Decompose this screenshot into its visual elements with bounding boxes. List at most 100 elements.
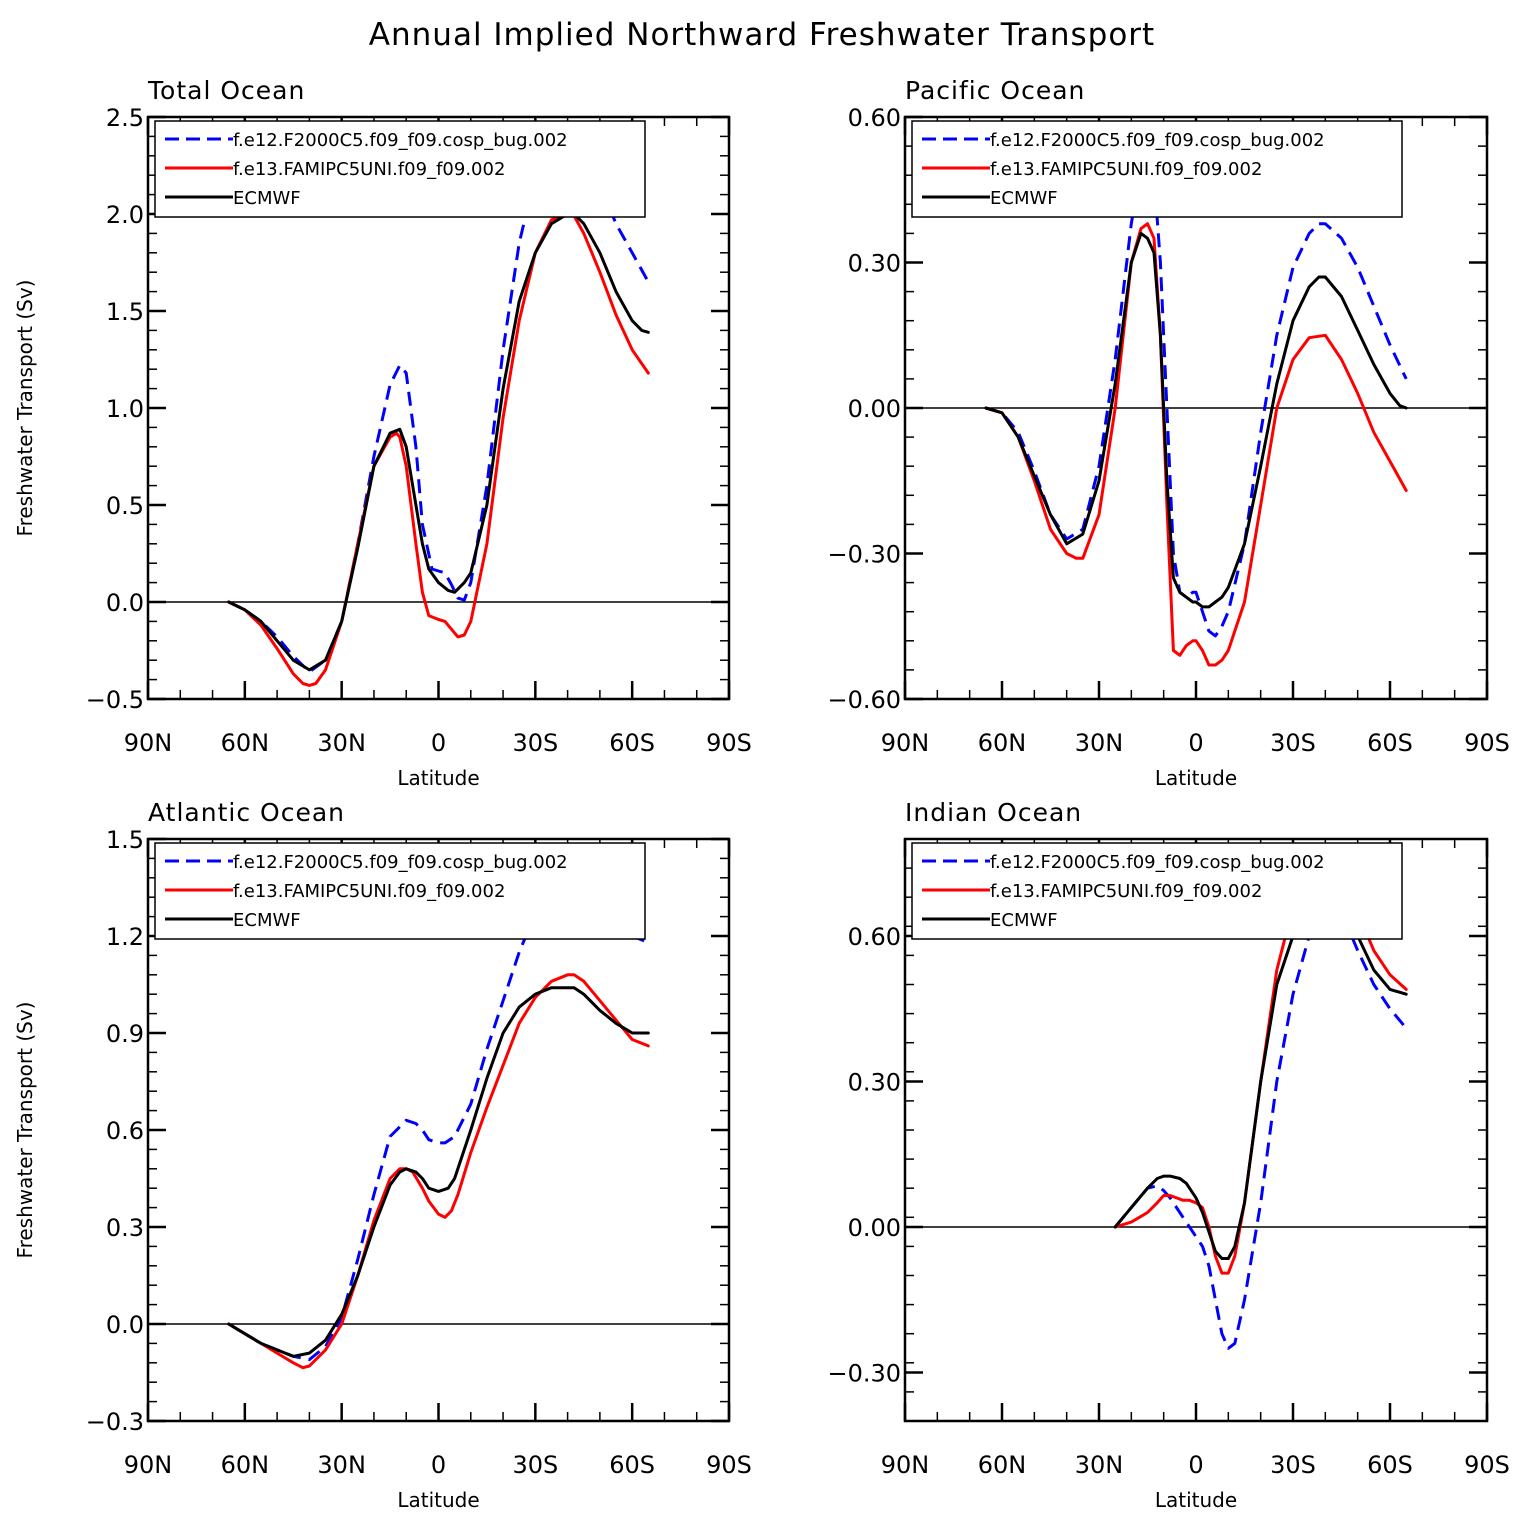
- x-tick-label: 30S: [512, 729, 558, 757]
- y-tick-label: 0.60: [848, 923, 901, 951]
- y-tick-label: 0.60: [848, 104, 901, 132]
- legend-label: ECMWF: [990, 188, 1058, 209]
- y-tick-label: −0.3: [86, 1408, 144, 1436]
- x-axis-label: Latitude: [397, 766, 479, 790]
- series-line-f-e13-famipc5uni-f09-f09-002: [984, 222, 1408, 667]
- figure-title: Annual Implied Northward Freshwater Tran…: [369, 17, 1155, 53]
- y-tick-label: −0.5: [86, 686, 144, 714]
- y-tick-label: 0.9: [106, 1020, 144, 1048]
- y-tick-label: 0.5: [106, 492, 144, 520]
- y-tick-label: −0.60: [827, 686, 901, 714]
- panel-total-ocean: Total Ocean 90N 60N 30N 0 30S 60S 90S −0.5 0.0 0.5…: [13, 76, 752, 790]
- y-tick-label: 0.0: [106, 1311, 144, 1339]
- legend: f.e12.F2000C5.f09_f09.cosp_bug.002 f.e13.…: [911, 120, 1403, 218]
- y-tick-label: 0.30: [848, 1069, 901, 1097]
- x-tick-label: 30N: [1075, 1451, 1124, 1479]
- x-tick-label: 0: [431, 729, 446, 757]
- y-axis-label: Freshwater Transport (Sv): [13, 280, 37, 537]
- series-line-f-e12-f2000c5-f09-f09-cosp-bug-002: [985, 154, 1408, 638]
- y-tick-label: 1.2: [106, 923, 144, 951]
- x-tick-label: 90N: [124, 1451, 173, 1479]
- y-tick-label: 1.5: [106, 298, 144, 326]
- series-line-f-e13-famipc5uni-f09-f09-002: [227, 212, 650, 687]
- x-tick-label: 90N: [124, 729, 173, 757]
- x-tick-label: 90N: [881, 729, 930, 757]
- x-axis-label: Latitude: [397, 1488, 479, 1512]
- y-tick-label: 0.00: [848, 1214, 901, 1242]
- x-tick-label: 60S: [609, 729, 655, 757]
- x-tick-label: 60S: [1367, 1451, 1413, 1479]
- legend-label: f.e13.FAMIPC5UNI.f09_f09.002: [233, 881, 505, 902]
- y-tick-label: 1.0: [106, 395, 144, 423]
- legend-box: [154, 120, 646, 218]
- legend-label: f.e12.F2000C5.f09_f09.cosp_bug.002: [990, 852, 1325, 873]
- legend: f.e12.F2000C5.f09_f09.cosp_bug.002 f.e13.…: [911, 842, 1403, 940]
- legend-box: [154, 842, 646, 940]
- series-line-ecmwf: [227, 986, 650, 1358]
- y-tick-label: 2.5: [106, 104, 144, 132]
- x-tick-label: 30S: [1270, 729, 1316, 757]
- series-line-ecmwf: [227, 212, 650, 672]
- y-tick-label: 0.6: [106, 1117, 144, 1145]
- panel-title: Indian Ocean: [905, 798, 1082, 827]
- panel-title: Total Ocean: [147, 76, 305, 105]
- x-tick-label: 60S: [1367, 729, 1413, 757]
- legend-label: f.e12.F2000C5.f09_f09.cosp_bug.002: [233, 852, 568, 873]
- legend-box: [911, 120, 1403, 218]
- series-line-f-e12-f2000c5-f09-f09-cosp-bug-002: [227, 873, 649, 1362]
- plot-frame: [903, 115, 1489, 701]
- legend-label: f.e12.F2000C5.f09_f09.cosp_bug.002: [233, 130, 568, 151]
- legend-label: f.e12.F2000C5.f09_f09.cosp_bug.002: [990, 130, 1325, 151]
- panel-indian-ocean: Indian Ocean 90N 60N 30N 0 30S 60S 90S −0.30 0.00…: [827, 798, 1509, 1512]
- x-tick-label: 30S: [512, 1451, 558, 1479]
- x-tick-label: 90S: [1464, 1451, 1510, 1479]
- y-tick-label: −0.30: [827, 1360, 901, 1388]
- y-tick-label: −0.30: [827, 541, 901, 569]
- legend-label: ECMWF: [990, 910, 1058, 931]
- x-tick-label: 90S: [706, 729, 752, 757]
- legend-label: ECMWF: [233, 188, 301, 209]
- x-tick-label: 60N: [221, 729, 270, 757]
- series-line-ecmwf: [984, 231, 1408, 609]
- x-axis-label: Latitude: [1155, 1488, 1237, 1512]
- panel-pacific-ocean: Pacific Ocean 90N 60N 30N 0 30S 60S 90S −0.60 −0.…: [827, 76, 1509, 790]
- x-tick-label: 60N: [978, 729, 1027, 757]
- plot-frame: [146, 837, 731, 1423]
- x-tick-label: 0: [1188, 1451, 1203, 1479]
- x-tick-label: 90N: [881, 1451, 930, 1479]
- y-tick-label: 0.00: [848, 395, 901, 423]
- series-line-f-e13-famipc5uni-f09-f09-002: [227, 973, 650, 1370]
- legend: f.e12.F2000C5.f09_f09.cosp_bug.002 f.e13.…: [154, 842, 646, 940]
- legend-box: [911, 842, 1403, 940]
- x-tick-label: 30N: [317, 729, 366, 757]
- x-tick-label: 0: [431, 1451, 446, 1479]
- chart-panels: Total Ocean 90N 60N 30N 0 30S 60S 90S −0.5 0.0 0.5…: [13, 76, 1510, 1512]
- plot-frame: [146, 115, 731, 701]
- legend-label: f.e13.FAMIPC5UNI.f09_f09.002: [233, 159, 505, 180]
- x-tick-label: 90S: [1464, 729, 1510, 757]
- x-tick-label: 30S: [1270, 1451, 1316, 1479]
- x-tick-label: 60N: [221, 1451, 270, 1479]
- legend-label: f.e13.FAMIPC5UNI.f09_f09.002: [990, 159, 1262, 180]
- panel-title: Pacific Ocean: [905, 76, 1085, 105]
- x-axis-label: Latitude: [1155, 766, 1237, 790]
- series-line-f-e12-f2000c5-f09-f09-cosp-bug-002: [1114, 900, 1408, 1350]
- x-tick-label: 60S: [609, 1451, 655, 1479]
- legend: f.e12.F2000C5.f09_f09.cosp_bug.002 f.e13.…: [154, 120, 646, 218]
- x-tick-label: 60N: [978, 1451, 1027, 1479]
- y-axis-label: Freshwater Transport (Sv): [13, 1002, 37, 1259]
- y-tick-label: 2.0: [106, 201, 144, 229]
- panel-title: Atlantic Ocean: [148, 798, 345, 827]
- y-tick-label: 0.30: [848, 250, 901, 278]
- y-tick-label: 0.3: [106, 1214, 144, 1242]
- y-tick-label: 0.0: [106, 589, 144, 617]
- legend-label: ECMWF: [233, 910, 301, 931]
- plot-frame: [903, 837, 1489, 1423]
- panel-atlantic-ocean: Atlantic Ocean 90N 60N 30N 0 30S 60S 90S −0.3 0.0…: [13, 798, 752, 1512]
- x-tick-label: 30N: [317, 1451, 366, 1479]
- y-tick-label: 1.5: [106, 826, 144, 854]
- x-tick-label: 0: [1188, 729, 1203, 757]
- x-tick-label: 90S: [706, 1451, 752, 1479]
- x-tick-label: 30N: [1075, 729, 1124, 757]
